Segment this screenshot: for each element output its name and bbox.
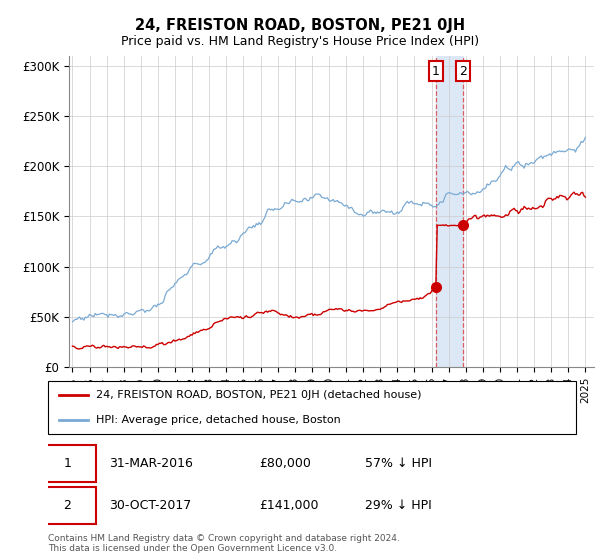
Text: £80,000: £80,000 — [259, 457, 311, 470]
Text: Price paid vs. HM Land Registry's House Price Index (HPI): Price paid vs. HM Land Registry's House … — [121, 35, 479, 48]
Text: 1: 1 — [64, 457, 71, 470]
FancyBboxPatch shape — [48, 381, 576, 434]
FancyBboxPatch shape — [40, 487, 95, 524]
Text: 2: 2 — [459, 64, 467, 77]
Text: 24, FREISTON ROAD, BOSTON, PE21 0JH: 24, FREISTON ROAD, BOSTON, PE21 0JH — [135, 18, 465, 32]
Text: Contains HM Land Registry data © Crown copyright and database right 2024.
This d: Contains HM Land Registry data © Crown c… — [48, 534, 400, 553]
Text: 29% ↓ HPI: 29% ↓ HPI — [365, 499, 431, 512]
Text: 30-OCT-2017: 30-OCT-2017 — [109, 499, 191, 512]
Text: 24, FREISTON ROAD, BOSTON, PE21 0JH (detached house): 24, FREISTON ROAD, BOSTON, PE21 0JH (det… — [95, 390, 421, 400]
Text: 31-MAR-2016: 31-MAR-2016 — [109, 457, 193, 470]
FancyBboxPatch shape — [40, 445, 95, 482]
Text: 2: 2 — [64, 499, 71, 512]
Text: 1: 1 — [432, 64, 440, 77]
Text: £141,000: £141,000 — [259, 499, 319, 512]
Text: HPI: Average price, detached house, Boston: HPI: Average price, detached house, Bost… — [95, 414, 340, 424]
Bar — [436, 56, 463, 367]
Text: 57% ↓ HPI: 57% ↓ HPI — [365, 457, 432, 470]
